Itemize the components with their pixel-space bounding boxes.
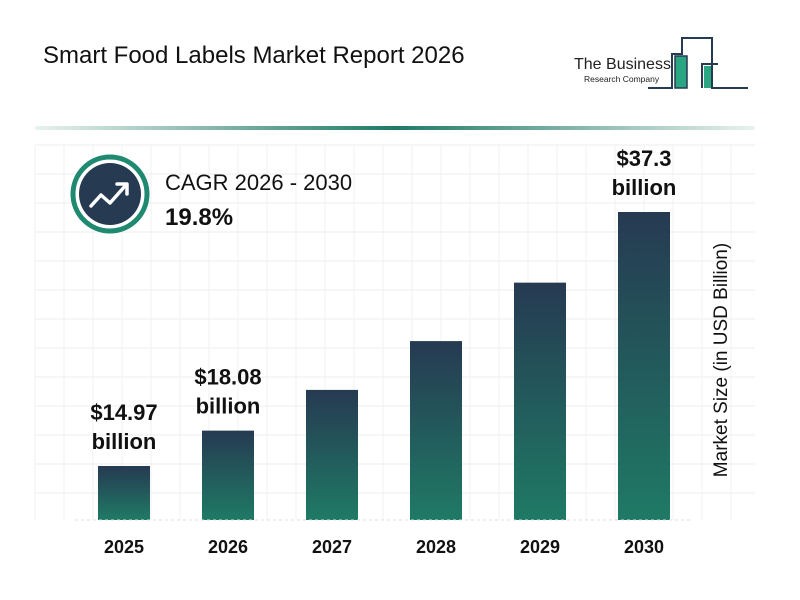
x-tick-label: 2027: [312, 537, 352, 557]
page-title: Smart Food Labels Market Report 2026: [43, 42, 465, 69]
logo-subtext: Research Company: [584, 74, 660, 84]
bar-2027: [306, 389, 358, 520]
data-label: billion: [92, 429, 157, 454]
cagr-badge: [70, 154, 150, 234]
bar-2025: [98, 466, 150, 520]
bar-2026: [202, 430, 254, 520]
x-tick-label: 2029: [520, 537, 560, 557]
data-label: $37.3: [616, 146, 671, 171]
cagr-label: CAGR 2026 - 2030: [165, 170, 353, 195]
data-label: $18.08: [194, 365, 261, 390]
bar-2029: [514, 282, 566, 520]
y-axis-label: Market Size (in USD Billion): [711, 242, 732, 478]
trending-up-icon: [89, 183, 128, 208]
cagr-value: 19.8%: [165, 204, 234, 231]
x-tick-label: 2028: [416, 537, 456, 557]
divider: [35, 126, 755, 130]
x-tick-label: 2030: [624, 537, 664, 557]
logo-buildings-icon: [648, 37, 748, 89]
bar-2028: [410, 341, 462, 520]
bar-2030: [618, 212, 670, 520]
logo-text: The Business: [574, 56, 671, 73]
data-label: billion: [196, 394, 261, 419]
data-label: billion: [612, 175, 677, 200]
x-tick-label: 2025: [104, 537, 144, 557]
data-label: $14.97: [90, 400, 157, 425]
x-tick-label: 2026: [208, 537, 248, 557]
company-logo: The Business Research Company: [568, 34, 758, 94]
